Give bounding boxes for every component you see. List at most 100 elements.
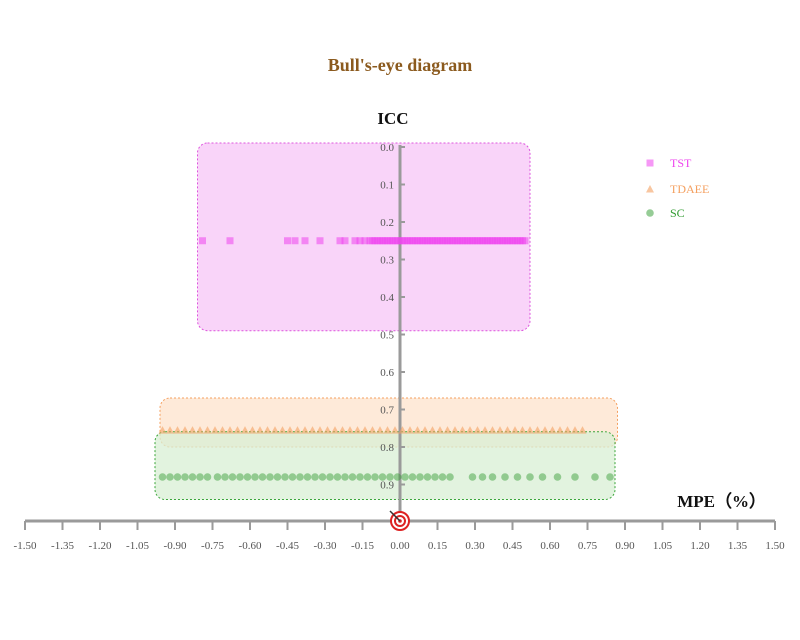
- data-point: [378, 473, 387, 481]
- data-point: [181, 426, 189, 434]
- y-tick-label: 0.5: [380, 330, 394, 342]
- data-point: [496, 426, 504, 434]
- data-point: [248, 426, 257, 434]
- data-point: [473, 426, 482, 434]
- series-tdaee: [158, 426, 587, 434]
- data-point: [526, 473, 534, 481]
- x-tick-label: 1.05: [653, 540, 673, 552]
- data-point: [428, 426, 437, 434]
- x-tick-label: -1.05: [126, 540, 149, 552]
- data-point: [323, 426, 332, 434]
- x-tick-label: -0.60: [239, 540, 262, 552]
- data-point: [553, 473, 562, 481]
- data-point: [341, 237, 349, 245]
- legend-marker: [646, 159, 654, 167]
- legend-label: TDAEE: [670, 182, 709, 196]
- data-point: [286, 426, 294, 434]
- data-point: [408, 473, 417, 481]
- data-point: [446, 473, 454, 481]
- data-point: [281, 473, 289, 481]
- data-point: [556, 426, 564, 434]
- y-tick-label: 0.0: [380, 142, 394, 154]
- data-point: [173, 473, 182, 481]
- data-point: [311, 473, 319, 481]
- data-point: [513, 473, 522, 481]
- data-point: [371, 473, 379, 481]
- data-point: [256, 426, 264, 434]
- data-point: [591, 473, 599, 481]
- data-point: [391, 426, 399, 434]
- x-tick-label: -1.50: [14, 540, 37, 552]
- data-point: [511, 426, 519, 434]
- x-tick-label: 0.75: [578, 540, 598, 552]
- y-tick-label: 0.2: [380, 217, 394, 229]
- data-point: [518, 426, 527, 434]
- legend-label: SC: [670, 206, 685, 220]
- data-point: [218, 426, 227, 434]
- data-point: [263, 426, 272, 434]
- data-point: [203, 473, 212, 481]
- data-point: [199, 237, 206, 245]
- data-point: [413, 426, 422, 434]
- x-tick-label: 0.60: [540, 540, 560, 552]
- x-tick-label: -0.90: [164, 540, 187, 552]
- y-tick-label: 0.8: [380, 442, 394, 454]
- data-point: [188, 473, 197, 481]
- data-point: [376, 426, 384, 434]
- y-tick-label: 0.6: [380, 367, 394, 379]
- data-point: [291, 237, 299, 245]
- legend-marker: [646, 185, 654, 193]
- data-point: [488, 426, 497, 434]
- data-point: [386, 473, 394, 481]
- data-point: [226, 237, 234, 245]
- data-point: [533, 426, 542, 434]
- legend: TST TDAEE SC: [646, 156, 709, 220]
- data-point: [166, 473, 174, 481]
- data-point: [303, 473, 312, 481]
- data-point: [341, 473, 349, 481]
- y-axis-title: ICC: [377, 109, 408, 128]
- data-point: [416, 473, 424, 481]
- data-point: [606, 473, 614, 481]
- data-point: [356, 473, 364, 481]
- data-point: [353, 426, 362, 434]
- data-point: [431, 473, 439, 481]
- data-point: [326, 473, 334, 481]
- data-point: [211, 426, 219, 434]
- data-point: [501, 473, 509, 481]
- data-point: [348, 473, 357, 481]
- x-tick-label: 0.00: [390, 540, 410, 552]
- data-point: [481, 426, 489, 434]
- data-point: [296, 473, 304, 481]
- series-sc: [158, 473, 614, 481]
- data-point: [308, 426, 317, 434]
- y-tick-label: 0.9: [380, 480, 394, 492]
- data-point: [288, 473, 297, 481]
- data-point: [233, 426, 242, 434]
- data-point: [301, 237, 309, 245]
- data-point: [331, 426, 339, 434]
- data-point: [346, 426, 354, 434]
- data-point: [181, 473, 189, 481]
- target-arrow: [389, 510, 401, 522]
- data-point: [196, 426, 204, 434]
- data-point: [398, 426, 407, 434]
- x-tick-label: -0.15: [351, 540, 374, 552]
- data-point: [158, 473, 167, 481]
- bullseye-target-icon: [389, 510, 410, 531]
- data-point: [466, 426, 474, 434]
- data-point: [228, 473, 237, 481]
- x-tick-label: -1.20: [89, 540, 112, 552]
- data-point: [196, 473, 204, 481]
- data-point: [541, 426, 549, 434]
- data-point: [251, 473, 259, 481]
- y-tick-label: 0.7: [380, 405, 394, 417]
- data-point: [158, 426, 167, 434]
- y-tick-label: 0.4: [380, 292, 394, 304]
- x-tick-label: -1.35: [51, 540, 74, 552]
- data-point: [538, 473, 547, 481]
- x-tick-label: -0.30: [314, 540, 337, 552]
- legend-label: TST: [670, 156, 692, 170]
